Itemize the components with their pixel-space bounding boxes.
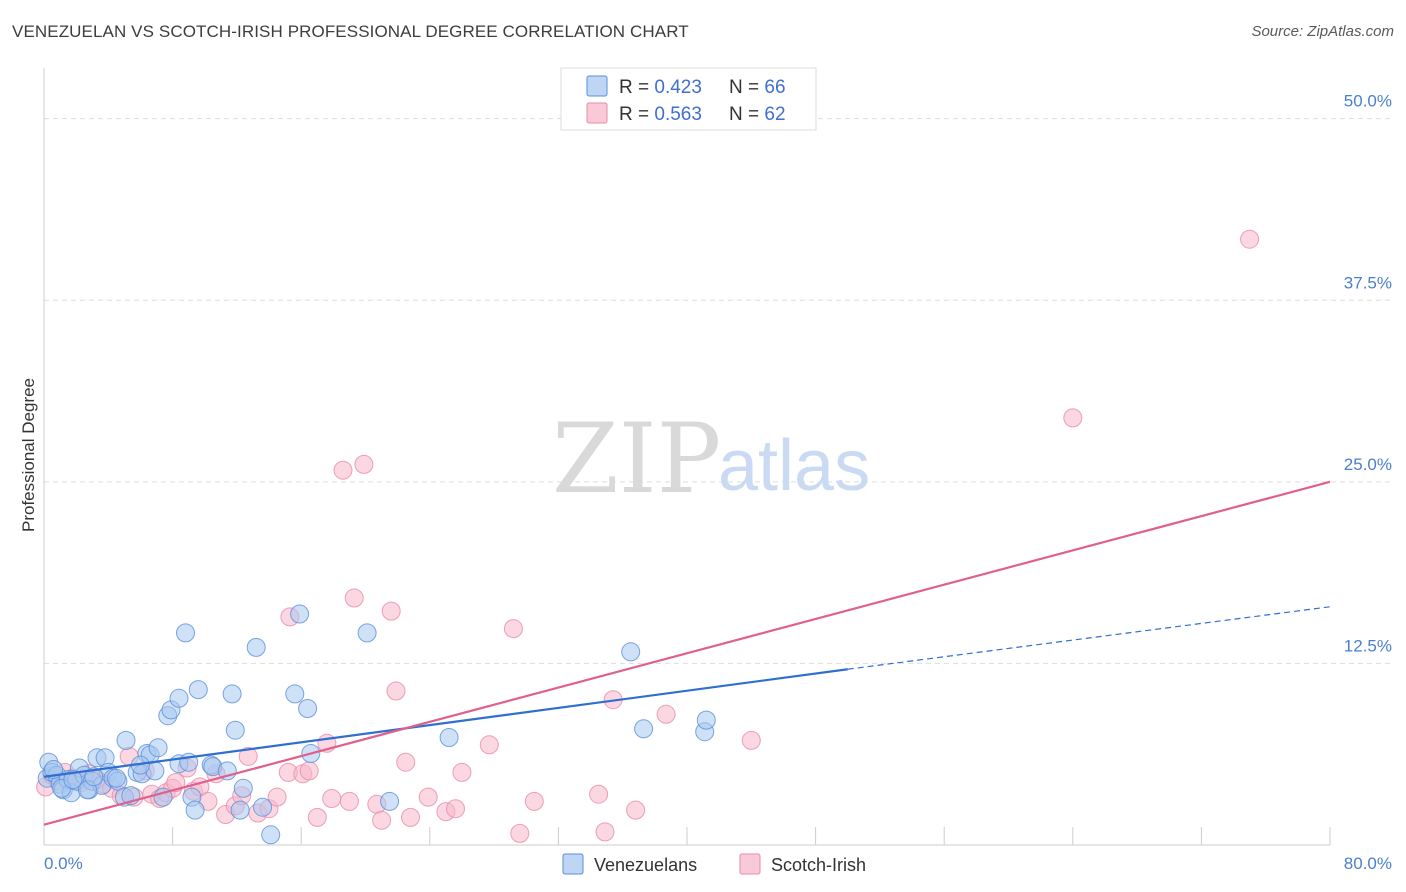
bottom-legend-label-venezuelans: Venezuelans [594,855,697,875]
venezuelan-point [298,699,318,718]
venezuelan-point [84,767,104,787]
venezuelan-point [222,684,242,704]
scotch-irish-point [307,807,327,827]
y-tick-label: 12.5% [1344,636,1392,655]
legend-n-scotch-irish: N = 62 [729,104,786,125]
y-tick-label: 50.0% [1344,92,1392,111]
venezuelan-point [621,642,641,662]
scotch-irish-point [166,773,186,792]
legend-n-label: N = [729,104,764,125]
x-tick-label-min: 0.0% [44,854,83,873]
scotch-irish-point [267,787,287,807]
chart-title: VENEZUELAN VS SCOTCH-IRISH PROFESSIONAL … [12,22,689,41]
venezuelan-point [439,728,459,747]
venezuelan-point [380,791,400,811]
bottom-legend-swatch-scotch-irish [739,853,761,875]
venezuelan-point [357,623,377,643]
legend-n-value: 62 [764,104,785,125]
legend-swatch-venezuelans [586,75,608,97]
scotch-irish-point [656,704,676,724]
scotch-irish-point [452,762,472,782]
venezuelan-point [290,604,310,624]
scotch-irish-point [595,822,615,842]
scotch-irish-point [1240,229,1260,249]
legend-r-value: 0.423 [654,77,702,98]
venezuelan-point [634,719,654,739]
venezuelan-point [246,637,266,657]
legend-row-venezuelans: R = 0.423 [619,77,702,98]
watermark-atlas: atlas [718,426,870,506]
data-points [36,229,1260,845]
scotch-irish-point [344,588,364,608]
venezuelan-trend-extension [847,606,1331,670]
legend-swatch-scotch-irish [586,102,608,124]
scotch-irish-point [299,761,319,781]
venezuelan-point [169,688,189,708]
scotch-irish-point [741,730,761,750]
legend-r-value: 0.563 [654,104,702,125]
venezuelan-point [176,623,195,643]
scotch-irish-point [354,454,374,474]
legend-n-value: 66 [764,77,785,98]
scotch-irish-point [510,823,530,843]
venezuelan-point [253,797,273,817]
scotch-irish-point [479,735,499,755]
legend-n-label: N = [729,77,764,98]
venezuelan-point [148,738,168,758]
scotch-irish-point [322,789,342,808]
venezuelan-point [261,825,281,845]
scotch-irish-point [589,784,609,804]
bottom-legend: Venezuelans Scotch-Irish [562,853,866,875]
source-label: Source: ZipAtlas.com [1251,23,1394,40]
bottom-legend-swatch-venezuelans [562,853,584,875]
bottom-legend-label-scotch-irish: Scotch-Irish [771,855,866,875]
y-tick-label: 25.0% [1344,455,1392,474]
venezuelan-point [696,710,716,730]
venezuelan-point [225,720,245,740]
top-legend: R = 0.423 N = 66 R = 0.563 N = 62 [560,67,817,131]
scotch-irish-point [339,791,359,811]
venezuelan-point [188,680,208,700]
venezuelan-trend-line [43,668,848,778]
venezuelan-point [230,800,250,820]
watermark: ZIP atlas [552,403,870,515]
venezuelan-point [285,684,305,704]
grid [44,118,1392,664]
axes: 12.5% 25.0% 37.5% 50.0% 0.0% 80.0% [43,68,1392,873]
scotch-irish-point [503,619,523,639]
legend-n-venezuelans: N = 66 [729,77,786,98]
venezuelan-point [63,770,83,790]
scotch-irish-point [381,601,401,621]
y-tick-label: 37.5% [1344,273,1392,292]
scotch-irish-point [524,791,544,811]
scotch-irish-point [372,810,392,830]
y-axis-label: Professional Degree [19,378,38,532]
trend-lines [43,480,1331,826]
scotch-irish-point [396,752,416,772]
x-tick-label-max: 80.0% [1344,854,1392,873]
venezuelan-point [233,778,253,798]
scotch-irish-point [626,800,646,820]
venezuelan-point [185,800,205,820]
venezuelan-point [106,768,126,788]
legend-row-scotch-irish: R = 0.563 [619,104,702,125]
scotch-irish-point [401,807,420,827]
scotch-irish-point [1063,408,1083,428]
legend-r-label: R = [619,77,654,98]
scotch-irish-point [386,681,406,701]
venezuelan-point [116,730,136,750]
scotch-irish-point [333,460,353,480]
watermark-zip: ZIP [552,403,721,515]
legend-r-label: R = [619,104,654,125]
scotch-irish-trend-line [43,480,1331,826]
scotch-irish-point [238,746,258,766]
scotch-irish-point [418,787,438,807]
scotch-irish-point [446,799,465,819]
